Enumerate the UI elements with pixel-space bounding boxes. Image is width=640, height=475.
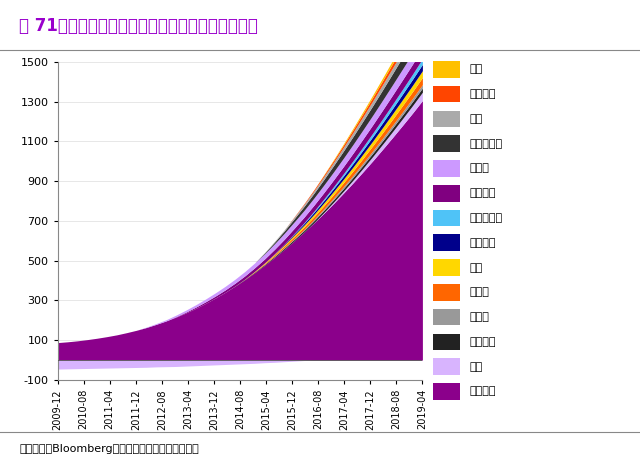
Text: 俄　罗　斯: 俄 罗 斯 xyxy=(470,213,503,223)
FancyBboxPatch shape xyxy=(433,333,460,350)
Text: 法国: 法国 xyxy=(470,114,483,124)
FancyBboxPatch shape xyxy=(433,135,460,152)
FancyBboxPatch shape xyxy=(433,235,460,251)
FancyBboxPatch shape xyxy=(433,284,460,301)
FancyBboxPatch shape xyxy=(433,111,460,127)
FancyBboxPatch shape xyxy=(433,309,460,325)
Text: 资料来源：Bloomberg、光大证券研究所，单位：家: 资料来源：Bloomberg、光大证券研究所，单位：家 xyxy=(19,444,199,454)
FancyBboxPatch shape xyxy=(433,209,460,226)
FancyBboxPatch shape xyxy=(433,160,460,177)
Text: 中国香港: 中国香港 xyxy=(470,188,496,198)
FancyBboxPatch shape xyxy=(433,61,460,78)
FancyBboxPatch shape xyxy=(433,358,460,375)
Text: 中国大陆: 中国大陆 xyxy=(470,386,496,396)
Text: 韩国: 韩国 xyxy=(470,361,483,371)
Text: 印度尼西亚: 印度尼西亚 xyxy=(470,139,503,149)
Text: 新加坡: 新加坡 xyxy=(470,163,490,173)
Text: 美　国: 美 国 xyxy=(470,287,490,297)
Text: 中国台湾: 中国台湾 xyxy=(470,337,496,347)
FancyBboxPatch shape xyxy=(433,383,460,399)
FancyBboxPatch shape xyxy=(433,86,460,103)
Text: 英国: 英国 xyxy=(470,65,483,75)
Text: 澳大利亚: 澳大利亚 xyxy=(470,89,496,99)
Text: 马拉西亚: 马拉西亚 xyxy=(470,238,496,248)
Text: 泰国: 泰国 xyxy=(470,263,483,273)
FancyBboxPatch shape xyxy=(433,259,460,276)
FancyBboxPatch shape xyxy=(433,185,460,201)
Text: 菲律宾: 菲律宾 xyxy=(470,312,490,322)
Text: 图 71：中国是优衣库海外扩张的主领地（门店数）: 图 71：中国是优衣库海外扩张的主领地（门店数） xyxy=(19,17,258,35)
